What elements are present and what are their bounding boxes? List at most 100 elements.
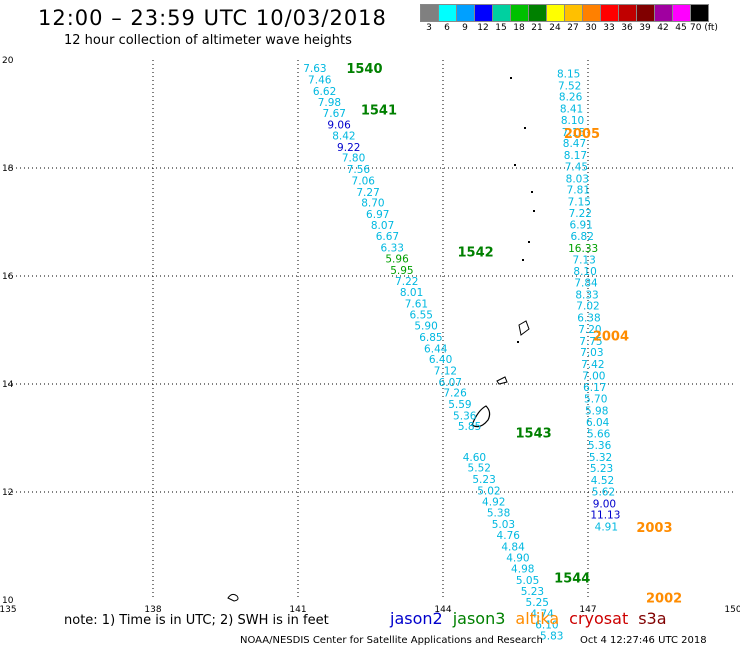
- wave-height-label: 8.03: [566, 173, 589, 185]
- wave-height-label: 6.38: [577, 313, 600, 325]
- wave-height-label: 6.82: [571, 231, 594, 243]
- colorbar-label: 24: [549, 23, 561, 33]
- wave-height-label: 4.52: [591, 475, 614, 487]
- pass-number-label: 2004: [593, 329, 629, 344]
- wave-height-label: 8.07: [371, 220, 394, 232]
- colorbar-label: 36: [621, 23, 633, 33]
- satellite-legend-item: jason3: [452, 609, 506, 628]
- island-outline: [518, 320, 530, 336]
- wave-height-label: 6.67: [376, 231, 399, 243]
- wave-height-label: 8.47: [563, 138, 586, 150]
- wave-height-label: 5.02: [477, 485, 500, 497]
- island-dot: [510, 77, 512, 79]
- wave-height-label: 5.36: [453, 410, 477, 422]
- colorbar-label: 15: [495, 23, 507, 33]
- wave-height-label: 4.98: [511, 564, 534, 576]
- x-tick-label: 144: [434, 605, 451, 615]
- colorbar-label: 30: [585, 23, 597, 33]
- wave-height-label: 8.15: [557, 69, 580, 81]
- colorbar-label: 27: [567, 23, 579, 33]
- wave-height-label: 4.92: [482, 497, 505, 509]
- wave-height-label: 6.04: [586, 417, 610, 429]
- wave-height-label: 6.97: [366, 209, 389, 221]
- colorbar-label: 45: [675, 23, 687, 33]
- colorbar-label: 70 (ft): [690, 23, 718, 33]
- wave-height-label: 5.32: [589, 452, 612, 464]
- wave-height-label: 7.02: [576, 301, 599, 313]
- wave-height-label: 6.44: [424, 343, 448, 355]
- y-tick-label: 20: [2, 56, 14, 66]
- satellite-legend-item: cryosat: [569, 609, 629, 628]
- wave-height-label: 6.10: [535, 619, 558, 631]
- colorbar-swatch: [690, 4, 709, 22]
- wave-height-label: 5.38: [487, 508, 510, 520]
- wave-height-label: 4.60: [463, 452, 486, 464]
- wave-height-label: 7.13: [572, 254, 595, 266]
- wave-height-label: 5.03: [492, 519, 515, 531]
- colorbar-label: 3: [426, 23, 432, 33]
- wave-height-label: 6.62: [313, 86, 336, 98]
- colorbar-label: 12: [477, 23, 489, 33]
- wave-height-label: 9.00: [593, 498, 616, 510]
- wave-height-label: 9.22: [337, 142, 360, 154]
- wave-height-label: 7.61: [405, 299, 428, 311]
- pass-number-label: 2003: [636, 521, 672, 536]
- pass-number-label: 2002: [646, 591, 682, 606]
- island-outline: [471, 405, 491, 428]
- y-tick-label: 16: [2, 272, 14, 282]
- x-tick-label: 150: [724, 605, 740, 615]
- wave-height-label: 8.17: [564, 150, 587, 162]
- wave-height-label: 7.27: [356, 187, 379, 199]
- wave-height-label: 4.74: [530, 609, 554, 621]
- x-tick-label: 147: [579, 605, 596, 615]
- wave-height-label: 8.41: [560, 104, 583, 116]
- wave-height-label: 4.91: [595, 522, 618, 534]
- wave-height-label: 5.23: [590, 463, 613, 475]
- wave-height-label: 5.05: [516, 575, 539, 587]
- footer-note: note: 1) Time is in UTC; 2) SWH is in fe…: [64, 613, 329, 628]
- wave-height-label: 7.06: [352, 175, 376, 187]
- wave-height-label: 7.67: [323, 108, 346, 120]
- wave-height-label: 7.63: [303, 63, 326, 75]
- island-outline: [496, 376, 508, 385]
- wave-height-label: 8.10: [561, 115, 584, 127]
- island-dot: [524, 127, 526, 129]
- island-dot: [517, 341, 519, 343]
- wave-height-label: 7.45: [565, 161, 588, 173]
- wave-height-label: 7.15: [562, 127, 585, 139]
- pass-number-label: 1540: [346, 62, 382, 77]
- wave-height-label: 5.98: [585, 405, 608, 417]
- satellite-legend-item: altika: [515, 609, 560, 628]
- pass-number-label: 2005: [564, 127, 600, 142]
- x-tick-label: 135: [0, 605, 17, 615]
- colorbar-cell: 70 (ft): [690, 4, 718, 33]
- wave-height-label: 9.06: [327, 119, 351, 131]
- wave-height-label: 6.85: [419, 332, 442, 344]
- wave-height-label: 7.42: [581, 359, 604, 371]
- wave-height-label: 5.66: [587, 429, 611, 441]
- wave-height-label: 5.95: [390, 265, 413, 277]
- satellite-legend: jason2 jason3 altika cryosat s3a: [390, 609, 667, 628]
- wave-height-label: 7.46: [308, 74, 332, 86]
- wave-height-label: 8.26: [559, 92, 583, 104]
- wave-height-label: 6.07: [439, 377, 462, 389]
- wave-height-label: 7.56: [347, 164, 371, 176]
- colorbar-label: 39: [639, 23, 651, 33]
- wave-height-label: 7.75: [579, 336, 602, 348]
- wave-height-label: 6.33: [381, 242, 404, 254]
- wave-height-label: 7.26: [443, 388, 467, 400]
- wave-height-label: 7.84: [574, 277, 598, 289]
- y-tick-label: 14: [2, 380, 14, 390]
- wave-height-label: 4.84: [501, 542, 525, 554]
- wave-height-label: 8.33: [575, 289, 598, 301]
- x-tick-label: 138: [144, 605, 161, 615]
- y-tick-label: 12: [2, 488, 13, 498]
- pass-number-label: 1544: [554, 571, 590, 586]
- wave-height-label: 5.96: [385, 254, 409, 266]
- wave-height-label: 7.52: [558, 80, 581, 92]
- wave-height-label: 5.90: [414, 321, 437, 333]
- island-outline: [227, 593, 239, 602]
- color-scale-legend: 3 6 9 12 15 18 21 24 27 30 33 36 39 42 45 70 (ft): [420, 4, 718, 33]
- island-dot: [522, 259, 524, 261]
- colorbar-unit: (ft): [701, 23, 718, 33]
